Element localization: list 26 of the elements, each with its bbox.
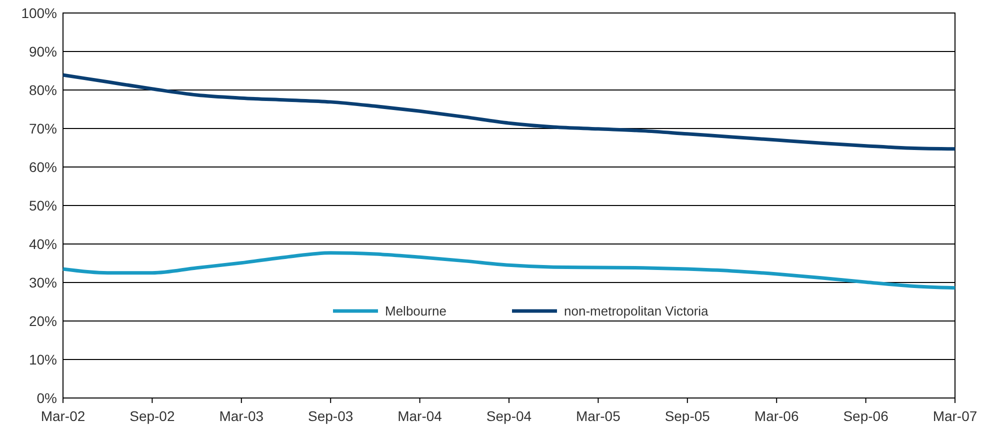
x-tick-label: Sep-04 xyxy=(486,408,532,424)
x-tick-label: Mar-05 xyxy=(576,408,621,424)
x-tick-label: Sep-06 xyxy=(843,408,889,424)
x-tick-label: Mar-07 xyxy=(932,408,978,424)
x-tick-label: Mar-02 xyxy=(40,408,86,424)
y-tick-label: 80% xyxy=(28,82,57,98)
y-tick-label: 10% xyxy=(28,351,57,368)
y-tick-label: 60% xyxy=(28,158,57,175)
x-tick-label: Mar-04 xyxy=(398,408,442,424)
y-tick-label: 90% xyxy=(28,43,57,60)
x-tick-label: Mar-03 xyxy=(219,408,264,424)
y-tick-label: 0% xyxy=(36,390,57,406)
y-tick-label: 40% xyxy=(28,236,57,252)
x-tick-label: Sep-03 xyxy=(308,408,354,424)
legend-label: Melbourne xyxy=(385,304,446,319)
legend-label: non-metropolitan Victoria xyxy=(564,304,710,319)
x-tick-label: Sep-02 xyxy=(130,408,175,424)
y-tick-label: 50% xyxy=(28,197,57,214)
x-tick-label: Sep-05 xyxy=(664,408,710,424)
y-tick-label: 30% xyxy=(28,274,57,290)
y-tick-label: 70% xyxy=(28,120,57,136)
y-tick-label: 100% xyxy=(21,4,57,21)
line-series xyxy=(61,251,957,290)
line-series xyxy=(61,73,957,151)
y-tick-label: 20% xyxy=(28,312,57,329)
x-tick-label: Mar-06 xyxy=(754,408,799,424)
